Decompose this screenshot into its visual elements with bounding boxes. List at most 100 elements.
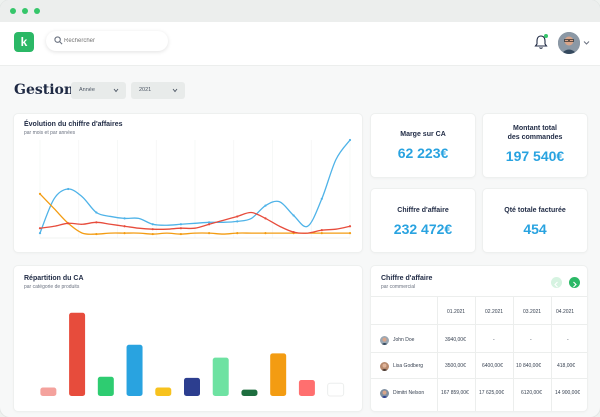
evolution-card: Évolution du chiffre d'affaires par mois… [14,114,362,252]
data-point [292,214,295,217]
table-cell: - [530,337,532,343]
commercial-name: Lisa Godberg [393,363,424,369]
data-point [67,187,70,191]
table-cell: 17 625,00€ [479,390,505,396]
window-minimize-dot[interactable] [22,8,28,14]
year-select-value: 2021 [139,87,152,93]
kpi-label: Chiffre d'affaire [397,207,449,214]
data-point [207,221,211,224]
window-close-dot[interactable] [10,8,16,14]
kpi-card-chiffre-affaire: Chiffre d'affaire 232 472€ [371,189,475,252]
repartition-title: Répartition du CA [24,275,84,282]
notification-dot [544,34,548,38]
table-cell: 6120,00€ [521,390,542,396]
table-cell: 3940,00€ [445,337,466,343]
table-cell: - [567,337,569,343]
app-logo[interactable]: k [14,32,34,52]
data-point [95,211,98,214]
table-cell: 418,00€ [557,363,576,369]
data-point [264,232,267,235]
bar-6 [184,377,200,396]
repartition-subtitle: par catégorie de produits [24,284,80,290]
data-point [348,232,352,235]
table-cell: 10 840,00€ [516,363,542,369]
data-point [179,232,183,236]
window-titlebar [0,0,600,22]
series-line-2 [39,211,351,234]
table-col-divider [437,296,438,411]
bar-7 [212,357,229,396]
chevron-down-icon [172,88,178,93]
data-point [264,204,267,207]
table-header-cell: 01.2021 [447,309,466,315]
top-navbar: k [0,22,600,66]
data-point [38,192,42,195]
kpi-card-marge: Marge sur CA 62 223€ [371,114,475,177]
table-cell: 6400,00€ [482,363,503,369]
kpi-card-montant-commandes: Montant total des commandes 197 540€ [483,114,587,177]
table-divider [371,324,587,325]
kpi-label-line2: des commandes [507,134,563,141]
bar-5 [155,387,172,396]
search-box[interactable] [46,31,168,51]
data-point [38,232,42,235]
ca-table-card: Chiffre d'affaire par commercial 01.2021… [371,266,587,411]
data-point [179,227,183,230]
commercial-avatar [380,389,389,398]
evolution-subtitle: par mois et par années [24,130,76,136]
data-point [123,217,126,220]
commercial-name: Dimitri Nelson [393,390,425,396]
ca-table-title: Chiffre d'affaire [381,275,433,282]
kpi-value: 62 223€ [397,145,449,161]
evolution-line-chart [38,138,352,239]
table-divider [371,352,587,353]
year-type-select-value: Année [79,87,95,93]
table-cell: - [493,337,495,343]
data-point [236,220,239,223]
chevron-down-icon[interactable] [583,40,590,46]
prev-page-button[interactable] [551,277,562,288]
bar-8 [241,389,258,396]
data-point [151,223,154,226]
window-maximize-dot[interactable] [34,8,40,14]
bar-1 [40,387,57,396]
next-page-button[interactable] [569,277,580,288]
data-point [38,227,42,230]
year-type-select[interactable]: Année [71,82,126,99]
data-point [179,223,183,226]
data-point [95,232,98,236]
table-divider [371,296,587,297]
bar-2 [69,312,86,396]
bar-3 [97,376,114,396]
series-line-0 [39,139,351,234]
user-avatar-image [558,32,580,54]
search-input[interactable] [64,35,160,47]
data-point [348,138,352,142]
table-cell: 167 859,00€ [441,390,469,396]
table-col-divider [475,296,476,411]
bar-4 [126,344,143,396]
commercial-name: John Doe [393,337,415,343]
bell-icon[interactable] [534,34,548,50]
table-header-cell: 03.2021 [523,309,542,315]
year-select[interactable]: 2021 [131,82,185,99]
data-point [151,228,154,231]
commercial-avatar [380,362,389,371]
chevron-left-icon [554,281,558,288]
search-icon [54,36,63,45]
ca-table-subtitle: par commercial [381,284,416,290]
table-header-cell: 04.2021 [556,309,575,315]
data-point [151,232,154,236]
data-point [207,223,211,226]
table-divider [371,378,587,379]
kpi-value: 454 [523,221,547,237]
bar-10 [298,380,315,396]
table-header-cell: 02.2021 [485,309,504,315]
data-point [123,232,126,235]
commercial-avatar [380,336,389,345]
user-avatar[interactable] [558,32,580,54]
data-point [67,222,70,225]
bar-9 [270,353,287,396]
data-point [320,232,323,235]
data-point [236,232,239,235]
